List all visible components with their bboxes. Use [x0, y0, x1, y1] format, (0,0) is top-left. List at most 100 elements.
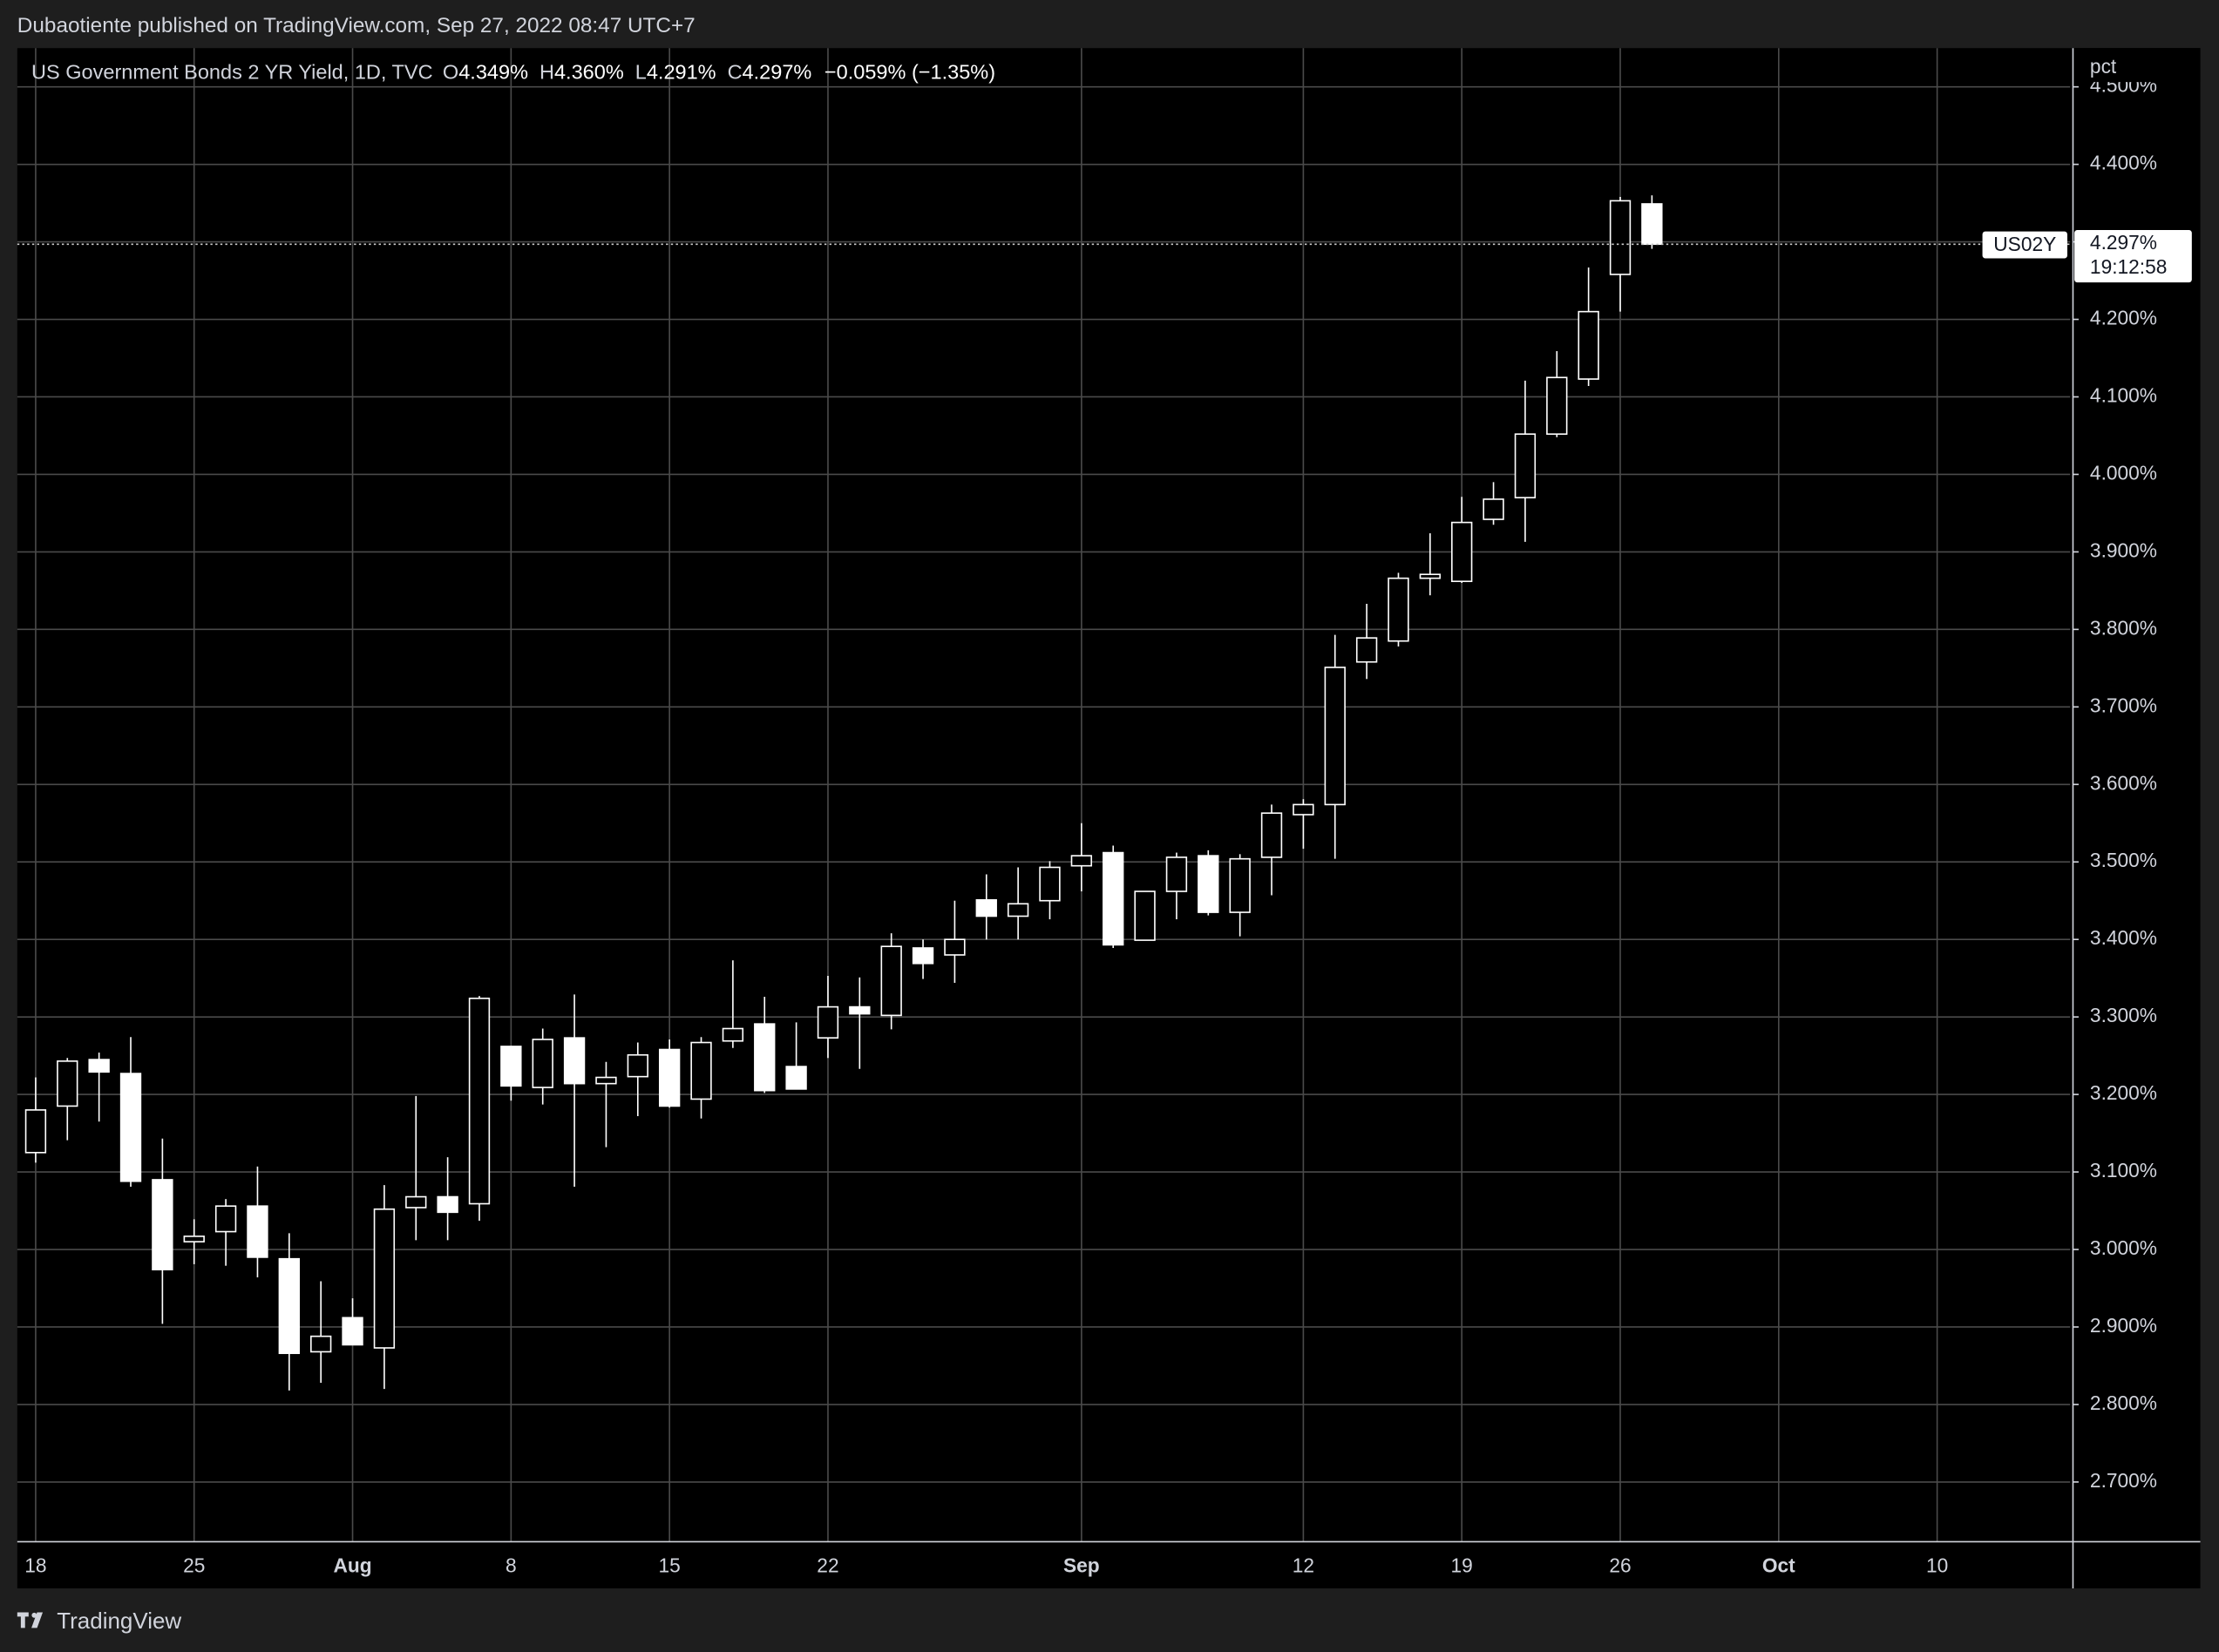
legend-key: L — [635, 61, 647, 84]
x-tick-label: Aug — [333, 1554, 371, 1577]
candle-body — [785, 1066, 807, 1090]
y-tick-label: 3.500% — [2090, 849, 2157, 871]
legend-change: −0.059% (−1.35%) — [824, 61, 995, 84]
y-tick-label: 2.700% — [2090, 1469, 2157, 1492]
legend-value: 4.349% — [458, 61, 528, 84]
x-tick-label: 10 — [1926, 1554, 1948, 1577]
candle-body — [1070, 855, 1093, 867]
y-tick-label: 3.700% — [2090, 694, 2157, 716]
candle-body — [1641, 203, 1663, 246]
candle-body — [1324, 667, 1346, 806]
candle-body — [1134, 890, 1156, 941]
candle-body — [1165, 856, 1188, 892]
candle-body — [119, 1073, 142, 1182]
candle-body — [214, 1205, 237, 1233]
symbol-tag: US02Y — [1993, 233, 2056, 255]
candle-body — [310, 1335, 332, 1353]
candle-body — [247, 1205, 268, 1258]
candle-body — [500, 1046, 522, 1087]
y-tick-label: 3.200% — [2090, 1081, 2157, 1104]
candle-body — [1260, 812, 1283, 858]
publisher-line: Dubaotiente published on TradingView.com… — [17, 14, 696, 37]
candle-body — [57, 1060, 78, 1107]
candle-body — [944, 938, 966, 956]
legend-title: US Government Bonds 2 YR Yield, 1D, TVC — [31, 61, 433, 84]
legend: US Government Bonds 2 YR Yield, 1D, TVC O… — [31, 61, 995, 84]
candle-body — [1578, 310, 1599, 380]
legend-key: H — [539, 61, 554, 84]
candle-body — [468, 997, 491, 1205]
candle-body — [722, 1027, 744, 1042]
candle-body — [24, 1109, 47, 1154]
candle-body — [1293, 803, 1314, 816]
unit-box — [2074, 48, 2201, 83]
x-tick-label: 26 — [1609, 1554, 1631, 1577]
x-tick-label: 19 — [1451, 1554, 1473, 1577]
candle-body — [1355, 637, 1378, 663]
candle-body — [1419, 573, 1442, 579]
x-tick-label: 25 — [183, 1554, 205, 1577]
candle-body — [880, 945, 902, 1017]
brand-name: TradingView — [57, 1608, 181, 1634]
candle-body — [1546, 376, 1568, 436]
logo-mark — [17, 1612, 29, 1628]
candle-body — [1483, 498, 1504, 520]
candle-body — [595, 1076, 617, 1085]
candle-body — [278, 1257, 300, 1355]
legend-key: O — [443, 61, 458, 84]
candle-body — [849, 1005, 871, 1015]
candle-body — [817, 1005, 839, 1039]
last-price-label: 4.297% — [2090, 231, 2157, 254]
y-tick-label: 3.400% — [2090, 926, 2157, 949]
candle-body — [754, 1023, 776, 1092]
legend-value: 4.297% — [743, 61, 812, 84]
candle-body — [1039, 866, 1061, 902]
candle-body — [183, 1236, 205, 1242]
logo-dot — [31, 1612, 37, 1618]
last-price-box — [2074, 230, 2192, 283]
x-tick-label: Oct — [1762, 1554, 1795, 1577]
x-tick-label: 12 — [1293, 1554, 1314, 1577]
candle-body — [1514, 433, 1537, 498]
candle-body — [1451, 521, 1473, 583]
overlay: pct US Government Bonds 2 YR Yield, 1D, … — [17, 48, 2201, 1634]
candle-body — [373, 1208, 396, 1349]
candle-body — [437, 1195, 458, 1214]
x-tick-label: Sep — [1063, 1554, 1100, 1577]
legend-value: 4.360% — [554, 61, 624, 84]
symbol-tag-box — [1982, 231, 2067, 259]
y-tick-label: 3.300% — [2090, 1004, 2157, 1026]
candle-body — [88, 1059, 110, 1073]
x-tick-label: 15 — [659, 1554, 681, 1577]
candle-body — [1609, 200, 1632, 275]
y-tick-label: 3.000% — [2090, 1236, 2157, 1259]
plot-area: 2.700% 2.800% 2.900% 3.000% 3.100% 3.200% 3.30… — [17, 48, 2157, 1542]
candle-body — [1007, 903, 1029, 917]
y-tick-label: 4.200% — [2090, 307, 2157, 329]
candle-body — [658, 1048, 681, 1107]
chart-panel — [17, 48, 2201, 1588]
candle-body — [405, 1195, 427, 1209]
legend-value: 4.291% — [647, 61, 716, 84]
candle-body — [627, 1053, 648, 1078]
y-tick-label: 4.400% — [2090, 152, 2157, 174]
y-tick-label: 3.900% — [2090, 538, 2157, 561]
x-tick-label: 22 — [817, 1554, 838, 1577]
candle-body — [152, 1179, 173, 1270]
candle-body — [1388, 577, 1409, 642]
candle-body — [563, 1037, 586, 1085]
countdown: 19:12:58 — [2090, 255, 2167, 278]
legend-key: C — [728, 61, 743, 84]
candle-body — [342, 1317, 363, 1346]
candle-body — [1198, 855, 1219, 913]
y-tick-label: 2.900% — [2090, 1314, 2157, 1337]
candle-body — [975, 899, 997, 917]
candle-body — [912, 947, 934, 965]
candle-body — [532, 1039, 553, 1088]
candle-body — [1229, 857, 1251, 913]
x-tick-label: 18 — [24, 1554, 46, 1577]
logo-mark — [31, 1612, 44, 1628]
y-tick-label: 3.800% — [2090, 616, 2157, 639]
